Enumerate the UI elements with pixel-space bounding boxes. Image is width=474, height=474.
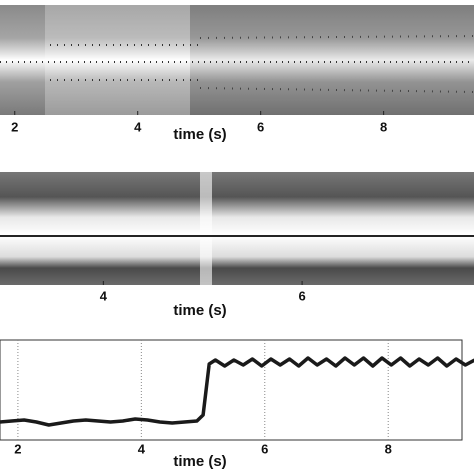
x-axis-label: time (s) xyxy=(173,126,226,143)
spectrogram-2 xyxy=(0,172,474,285)
x-tick-label: 2 xyxy=(14,441,21,456)
spectrogram-1 xyxy=(0,5,474,115)
x-axis-label: time (s) xyxy=(173,453,226,470)
x-tick-label: 8 xyxy=(385,441,392,456)
plot-frame xyxy=(0,339,463,441)
x-tick-label: 8 xyxy=(380,119,387,134)
x-axis-label: time (s) xyxy=(173,302,226,319)
x-tick-label: 4 xyxy=(134,119,142,134)
x-tick-label: 4 xyxy=(138,441,146,456)
x-tick-label: 6 xyxy=(261,441,268,456)
line-series xyxy=(0,356,474,427)
x-tick-label: 6 xyxy=(257,119,264,134)
x-tick-label: 4 xyxy=(100,288,108,303)
x-tick-label: 2 xyxy=(11,119,18,134)
x-tick-label: 6 xyxy=(298,288,305,303)
